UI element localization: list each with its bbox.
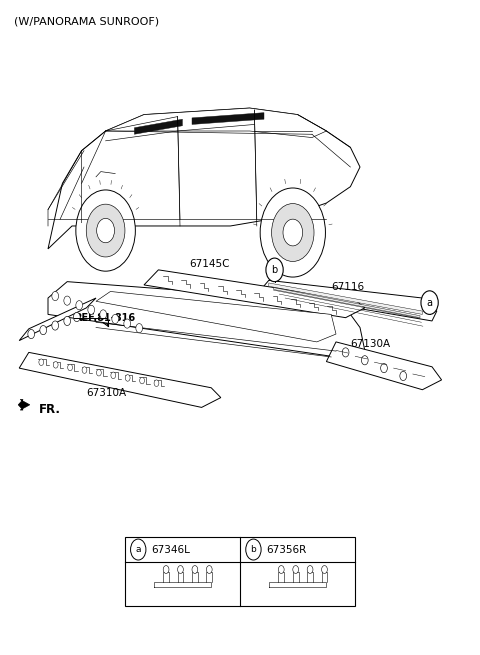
Circle shape [246,539,261,560]
Circle shape [307,565,313,574]
Circle shape [361,356,368,365]
Text: a: a [427,297,432,308]
Text: 67310A: 67310A [86,388,127,398]
Circle shape [206,565,212,574]
Circle shape [96,218,115,243]
Polygon shape [19,352,221,407]
Text: 67346L: 67346L [151,544,190,555]
Circle shape [52,321,59,330]
Circle shape [178,565,183,574]
Circle shape [131,539,146,560]
Circle shape [260,188,325,277]
Text: 67130A: 67130A [350,339,391,349]
Polygon shape [134,119,182,134]
Circle shape [76,190,135,271]
Circle shape [96,369,101,376]
Polygon shape [48,282,365,357]
Text: b: b [251,545,256,554]
Circle shape [272,204,314,261]
Text: b: b [271,265,278,275]
Circle shape [53,362,58,368]
Circle shape [381,364,387,373]
Circle shape [322,565,327,574]
Polygon shape [274,288,420,318]
Circle shape [111,372,116,379]
Circle shape [40,326,47,335]
Polygon shape [259,280,437,321]
Polygon shape [192,113,264,124]
Circle shape [293,565,299,574]
Text: REF.81-816: REF.81-816 [74,312,135,323]
Circle shape [125,375,130,381]
Circle shape [68,364,72,371]
Circle shape [28,329,35,339]
Circle shape [73,312,80,322]
Circle shape [283,219,302,246]
Circle shape [342,348,349,357]
Text: 67116: 67116 [331,282,364,292]
Circle shape [400,371,407,381]
Circle shape [52,291,59,301]
Polygon shape [144,270,365,318]
Circle shape [64,316,71,326]
Circle shape [421,291,438,314]
Circle shape [163,565,169,574]
Polygon shape [18,400,30,410]
Circle shape [86,204,125,257]
Circle shape [124,319,131,328]
FancyBboxPatch shape [125,537,355,606]
Polygon shape [326,342,442,390]
Circle shape [278,565,284,574]
Circle shape [76,301,83,310]
Circle shape [39,359,44,365]
Circle shape [112,314,119,324]
Text: FR.: FR. [38,403,60,416]
Circle shape [82,367,87,373]
Text: 67145C: 67145C [190,259,230,269]
Circle shape [192,565,198,574]
Circle shape [100,310,107,319]
Circle shape [140,377,144,384]
Polygon shape [48,108,360,249]
Polygon shape [19,298,96,341]
Text: 67356R: 67356R [266,544,307,555]
Circle shape [266,258,283,282]
Circle shape [154,380,159,386]
Text: (W/PANORAMA SUNROOF): (W/PANORAMA SUNROOF) [14,16,159,26]
Circle shape [88,305,95,314]
Polygon shape [269,283,422,314]
Polygon shape [106,108,326,138]
Circle shape [64,296,71,305]
Polygon shape [96,291,336,342]
Circle shape [136,324,143,333]
Text: a: a [135,545,141,554]
